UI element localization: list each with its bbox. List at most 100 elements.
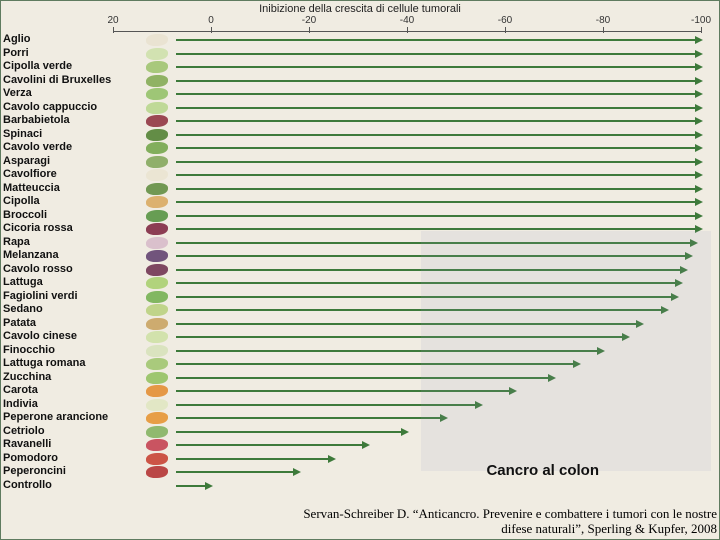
arrow-bar: [176, 161, 695, 163]
arrow-head-icon: [695, 36, 703, 44]
row-label: Porri: [3, 47, 143, 61]
data-row: Cipolla: [1, 195, 720, 209]
vegetable-icon: [146, 385, 168, 397]
vegetable-icon: [146, 277, 168, 289]
row-label: Zucchina: [3, 371, 143, 385]
tick-label: -80: [596, 15, 610, 26]
arrow-head-icon: [597, 347, 605, 355]
data-row: Cavolo cinese: [1, 330, 720, 344]
vegetable-icon: [146, 142, 168, 154]
arrow-bar: [176, 39, 695, 41]
data-row: Matteuccia: [1, 182, 720, 196]
data-row: Cicoria rossa: [1, 222, 720, 236]
citation-line-1: Servan-Schreiber D. “Anticancro. Preveni…: [303, 506, 717, 521]
arrow-bar: [176, 120, 695, 122]
data-row: Ravanelli: [1, 438, 720, 452]
arrow-bar: [176, 255, 685, 257]
arrow-head-icon: [695, 212, 703, 220]
arrow-bar: [176, 107, 695, 109]
arrow-bar: [176, 404, 475, 406]
arrow-bar: [176, 215, 695, 217]
arrow-bar: [176, 296, 671, 298]
data-row: Controllo: [1, 479, 720, 493]
row-label: Cavolo rosso: [3, 263, 143, 277]
citation-line-2: difese naturali”, Sperling & Kupfer, 200…: [501, 521, 717, 536]
vegetable-icon: [146, 358, 168, 370]
data-row: Asparagi: [1, 155, 720, 169]
arrow-head-icon: [671, 293, 679, 301]
row-label: Cavolini di Bruxelles: [3, 74, 143, 88]
arrow-head-icon: [573, 360, 581, 368]
plot-area: AglioPorriCipolla verdeCavolini di Bruxe…: [1, 33, 720, 503]
arrow-bar: [176, 323, 636, 325]
data-row: Peperoncini: [1, 465, 720, 479]
data-row: Fagiolini verdi: [1, 290, 720, 304]
row-label: Indivia: [3, 398, 143, 412]
row-label: Cavolo cinese: [3, 330, 143, 344]
row-label: Verza: [3, 87, 143, 101]
arrow-bar: [176, 363, 573, 365]
axis-title: Inibizione della crescita di cellule tum…: [1, 3, 719, 15]
data-row: Aglio: [1, 33, 720, 47]
data-row: Lattuga: [1, 276, 720, 290]
data-row: Zucchina: [1, 371, 720, 385]
arrow-bar: [176, 188, 695, 190]
vegetable-icon: [146, 34, 168, 46]
arrow-head-icon: [661, 306, 669, 314]
arrow-bar: [176, 242, 690, 244]
row-label: Controllo: [3, 479, 143, 493]
data-row: Broccoli: [1, 209, 720, 223]
vegetable-icon: [146, 115, 168, 127]
vegetable-icon: [146, 412, 168, 424]
arrow-bar: [176, 485, 205, 487]
row-label: Cavolo verde: [3, 141, 143, 155]
arrow-head-icon: [695, 63, 703, 71]
vegetable-icon: [146, 426, 168, 438]
vegetable-icon: [146, 250, 168, 262]
arrow-bar: [176, 93, 695, 95]
vegetable-icon: [146, 237, 168, 249]
data-row: Verza: [1, 87, 720, 101]
row-label: Cipolla verde: [3, 60, 143, 74]
arrow-head-icon: [690, 239, 698, 247]
vegetable-icon: [146, 399, 168, 411]
arrow-head-icon: [695, 117, 703, 125]
vegetable-icon: [146, 156, 168, 168]
vegetable-icon: [146, 169, 168, 181]
row-label: Fagiolini verdi: [3, 290, 143, 304]
vegetable-icon: [146, 102, 168, 114]
arrow-bar: [176, 417, 440, 419]
citation-text: Servan-Schreiber D. “Anticancro. Preveni…: [157, 506, 717, 537]
data-row: Barbabietola: [1, 114, 720, 128]
row-label: Cavolo cappuccio: [3, 101, 143, 115]
row-label: Aglio: [3, 33, 143, 47]
arrow-bar: [176, 350, 597, 352]
vegetable-icon: [146, 345, 168, 357]
vegetable-icon: [146, 48, 168, 60]
vegetable-icon: [146, 466, 168, 478]
arrow-head-icon: [205, 482, 213, 490]
arrow-head-icon: [293, 468, 301, 476]
arrow-bar: [176, 269, 680, 271]
arrow-bar: [176, 80, 695, 82]
data-row: Pomodoro: [1, 452, 720, 466]
arrow-head-icon: [328, 455, 336, 463]
arrow-head-icon: [675, 279, 683, 287]
data-row: Cipolla verde: [1, 60, 720, 74]
tick-label: -20: [302, 15, 316, 26]
row-label: Barbabietola: [3, 114, 143, 128]
arrow-bar: [176, 431, 401, 433]
row-label: Matteuccia: [3, 182, 143, 196]
row-label: Lattuga: [3, 276, 143, 290]
cancer-annotation: Cancro al colon: [486, 462, 599, 479]
vegetable-icon: [146, 75, 168, 87]
row-label: Finocchio: [3, 344, 143, 358]
arrow-head-icon: [401, 428, 409, 436]
arrow-bar: [176, 53, 695, 55]
row-label: Asparagi: [3, 155, 143, 169]
arrow-bar: [176, 471, 293, 473]
data-row: Lattuga romana: [1, 357, 720, 371]
chart-frame: Inibizione della crescita di cellule tum…: [0, 0, 720, 540]
row-label: Sedano: [3, 303, 143, 317]
axis-ticks: 200-20-40-60-80-100: [1, 15, 719, 31]
